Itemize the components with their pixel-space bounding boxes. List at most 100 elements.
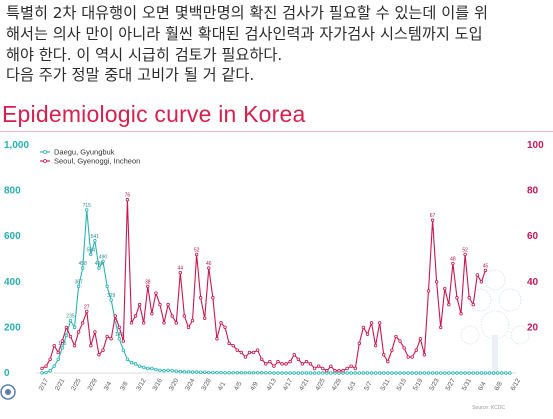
data-point	[402, 346, 406, 350]
data-point	[72, 325, 77, 330]
data-point	[264, 371, 268, 375]
data-point	[154, 291, 158, 295]
data-point	[186, 370, 191, 374]
data-point	[133, 362, 138, 366]
data-point	[60, 339, 65, 343]
x-tick-label: 3/12	[135, 377, 148, 392]
data-point	[146, 284, 150, 289]
data-point	[394, 371, 398, 375]
data-label: 715	[83, 203, 92, 209]
data-point	[259, 357, 264, 362]
x-tick-label: 5/7	[363, 380, 374, 392]
data-point	[190, 370, 195, 374]
x-tick-label: 4/9	[249, 380, 260, 392]
data-point	[280, 362, 284, 366]
data-point	[321, 371, 325, 375]
data-point	[353, 371, 357, 375]
data-point	[174, 321, 178, 325]
data-point	[203, 370, 207, 375]
data-point	[426, 289, 431, 293]
data-point	[455, 296, 459, 300]
data-point	[129, 321, 134, 325]
data-point	[125, 198, 130, 202]
data-point	[373, 343, 378, 348]
data-point	[56, 350, 60, 355]
data-point	[64, 325, 69, 330]
x-tick-label: 3/28	[200, 377, 213, 392]
data-point	[349, 364, 353, 368]
data-point	[231, 371, 235, 375]
data-point	[386, 371, 390, 375]
x-tick-label: 4/5	[233, 380, 244, 392]
watermark-icon	[460, 269, 530, 375]
data-point	[80, 266, 85, 270]
data-point	[475, 273, 480, 277]
data-point	[129, 361, 134, 365]
data-point	[422, 353, 427, 357]
data-point	[300, 362, 305, 366]
data-point	[382, 371, 386, 375]
data-point	[142, 365, 146, 369]
data-point	[251, 371, 256, 375]
data-point	[72, 343, 77, 348]
data-label: 490	[99, 254, 108, 260]
data-point	[390, 371, 394, 375]
data-point	[105, 284, 109, 289]
data-point	[292, 353, 296, 357]
x-tick-label: 5/11	[379, 378, 391, 392]
data-point	[495, 371, 500, 375]
data-point	[76, 284, 81, 289]
series-line-daegu	[41, 209, 510, 374]
data-point	[475, 371, 480, 375]
data-point	[211, 370, 215, 375]
data-label: 67	[430, 213, 436, 219]
data-point	[308, 371, 313, 375]
data-point	[150, 312, 154, 316]
data-point	[276, 371, 280, 375]
data-point	[235, 371, 239, 375]
chart-figure: Epidemiologic curve in Korea 0 200 400 600 8…	[0, 95, 553, 419]
data-label: 44	[178, 266, 184, 272]
legend-swatch-marker	[43, 159, 47, 163]
data-point	[109, 298, 113, 302]
data-point	[117, 325, 121, 330]
data-point	[194, 370, 199, 374]
data-point	[500, 371, 504, 375]
x-tick-label: 5/23	[428, 377, 441, 392]
data-point	[207, 266, 211, 270]
data-point	[276, 359, 280, 364]
data-point	[48, 369, 52, 373]
data-point	[158, 302, 162, 307]
right-axis-tick: 80	[527, 186, 539, 197]
data-point	[414, 348, 418, 352]
data-point	[190, 318, 195, 323]
data-point	[272, 364, 276, 368]
data-point	[105, 334, 109, 339]
data-point	[459, 312, 463, 316]
data-point	[97, 266, 101, 270]
data-point	[101, 259, 105, 263]
data-point	[56, 357, 60, 362]
data-point	[223, 325, 227, 330]
data-point	[398, 371, 402, 375]
data-point	[117, 337, 121, 341]
kcdc-logo-icon	[0, 384, 16, 400]
data-point	[483, 371, 488, 375]
x-tick-label: 2/29	[86, 377, 99, 392]
data-point	[365, 371, 370, 375]
x-tick-label: 4/1	[217, 380, 228, 392]
left-axis-tick: 1,000	[4, 140, 29, 151]
data-label: 27	[84, 304, 90, 310]
data-point	[341, 369, 345, 373]
data-label: 48	[450, 257, 456, 263]
data-point	[508, 371, 512, 375]
right-axis-tick: 40	[527, 277, 539, 288]
x-tick-label: 4/25	[314, 377, 327, 392]
left-axis-tick: 0	[4, 368, 10, 379]
data-point	[439, 371, 443, 375]
x-tick-label: 3/20	[168, 377, 181, 392]
data-point	[430, 218, 435, 222]
post-line: 해서는 의사 만이 아니라 훨씬 확대된 검사인력과 자가검사 시스템까지 도입	[6, 24, 483, 43]
data-point	[418, 371, 423, 375]
data-point	[162, 321, 166, 325]
